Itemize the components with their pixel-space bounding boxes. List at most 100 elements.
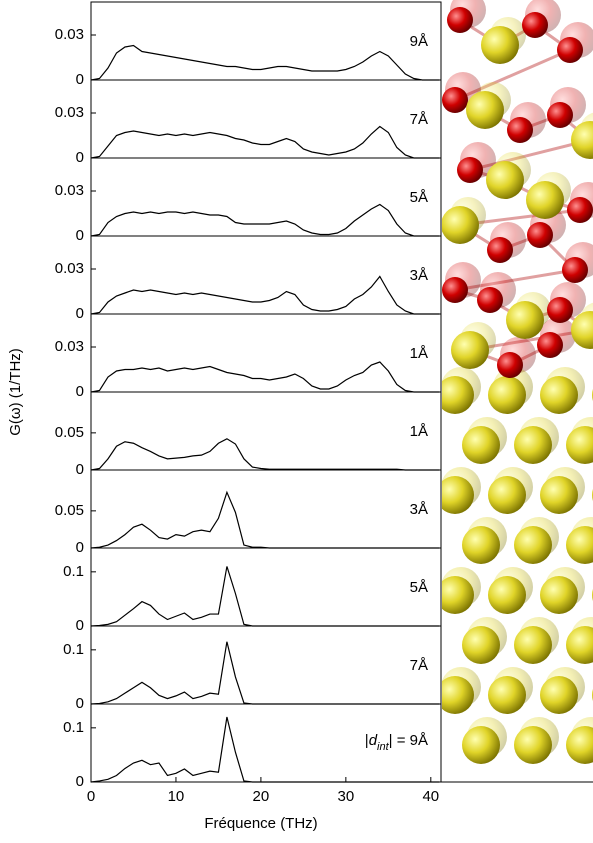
panel-frame xyxy=(90,391,442,471)
y-tick-label: 0 xyxy=(76,149,84,166)
atom xyxy=(488,376,526,414)
atom xyxy=(540,676,578,714)
atom xyxy=(486,161,524,199)
dos-curve xyxy=(90,203,440,237)
x-axis-label: Fréquence (THz) xyxy=(204,815,317,832)
atom xyxy=(547,297,573,323)
y-axis-label: G(ω) (1/THz) xyxy=(7,348,24,436)
atom xyxy=(514,526,552,564)
atom xyxy=(451,331,489,369)
dos-curve xyxy=(90,44,440,81)
panel-label: 5Å xyxy=(410,579,428,596)
panel-frame xyxy=(90,79,442,159)
dos-curve xyxy=(90,716,440,783)
panel-label-part: | xyxy=(365,732,369,749)
atom xyxy=(442,676,474,714)
atom xyxy=(571,121,593,159)
atom xyxy=(442,87,468,113)
structure-image xyxy=(442,0,593,782)
panel-label: 1Å xyxy=(410,423,428,440)
atom xyxy=(514,726,552,764)
y-tick-label: 0.05 xyxy=(55,502,84,519)
atom xyxy=(462,526,500,564)
atom xyxy=(497,352,523,378)
atom xyxy=(527,222,553,248)
y-tick-label: 0.1 xyxy=(63,563,84,580)
x-tick-label: 20 xyxy=(253,788,270,805)
atom xyxy=(571,311,593,349)
atom xyxy=(537,332,563,358)
dos-curve xyxy=(90,566,440,627)
y-tick-label: 0.05 xyxy=(55,424,84,441)
y-tick-label: 0 xyxy=(76,773,84,790)
panel-label-part: d xyxy=(369,732,378,749)
dos-curve xyxy=(90,490,440,549)
atom xyxy=(526,181,564,219)
atom xyxy=(442,576,474,614)
atom xyxy=(487,237,513,263)
dos-curve xyxy=(90,125,440,159)
dos-curve xyxy=(90,438,440,471)
y-tick-label: 0.03 xyxy=(55,26,84,43)
y-tick-label: 0 xyxy=(76,227,84,244)
y-tick-label: 0 xyxy=(76,461,84,478)
atom xyxy=(567,197,593,223)
y-tick-label: 0 xyxy=(76,539,84,556)
atom xyxy=(540,376,578,414)
atom xyxy=(540,576,578,614)
dos-curve xyxy=(90,275,440,315)
y-tick-label: 0.03 xyxy=(55,104,84,121)
atom xyxy=(488,576,526,614)
panel-label: 9Å xyxy=(410,33,428,50)
panel-frame xyxy=(90,235,442,315)
x-tick-label: 0 xyxy=(87,788,95,805)
x-tick-label: 10 xyxy=(168,788,185,805)
atom xyxy=(462,426,500,464)
panel-label: 7Å xyxy=(410,657,428,674)
atom xyxy=(442,476,474,514)
atom xyxy=(488,676,526,714)
atom xyxy=(442,206,479,244)
atom xyxy=(442,376,474,414)
panel-frame xyxy=(90,469,442,549)
y-tick-label: 0.1 xyxy=(63,719,84,736)
atom xyxy=(442,277,468,303)
atom xyxy=(562,257,588,283)
panel-label-part: | = 9Å xyxy=(389,732,428,749)
atom xyxy=(522,12,548,38)
y-tick-label: 0 xyxy=(76,305,84,322)
atom xyxy=(566,626,593,664)
panel-label-part: int xyxy=(377,741,390,753)
atom xyxy=(507,117,533,143)
atom xyxy=(488,476,526,514)
atom xyxy=(540,476,578,514)
atom xyxy=(566,526,593,564)
atom xyxy=(447,7,473,33)
panel-frame xyxy=(90,547,442,627)
atom xyxy=(557,37,583,63)
atom xyxy=(462,726,500,764)
atom xyxy=(462,626,500,664)
atom xyxy=(514,426,552,464)
panel-frame xyxy=(90,313,442,393)
y-tick-label: 0.03 xyxy=(55,338,84,355)
y-tick-label: 0.1 xyxy=(63,641,84,658)
y-tick-label: 0 xyxy=(76,71,84,88)
panel-label: 5Å xyxy=(410,189,428,206)
dos-curve xyxy=(90,361,440,393)
panel-label: |dint| = 9Å xyxy=(365,732,428,753)
atom xyxy=(514,626,552,664)
y-tick-label: 0 xyxy=(76,383,84,400)
x-tick-label: 40 xyxy=(422,788,439,805)
y-tick-label: 0 xyxy=(76,617,84,634)
panel-label: 7Å xyxy=(410,111,428,128)
atom xyxy=(566,426,593,464)
y-tick-label: 0.03 xyxy=(55,260,84,277)
atom xyxy=(477,287,503,313)
atom xyxy=(466,91,504,129)
x-tick-label: 30 xyxy=(338,788,355,805)
atom xyxy=(481,26,519,64)
dos-curve xyxy=(90,641,440,705)
